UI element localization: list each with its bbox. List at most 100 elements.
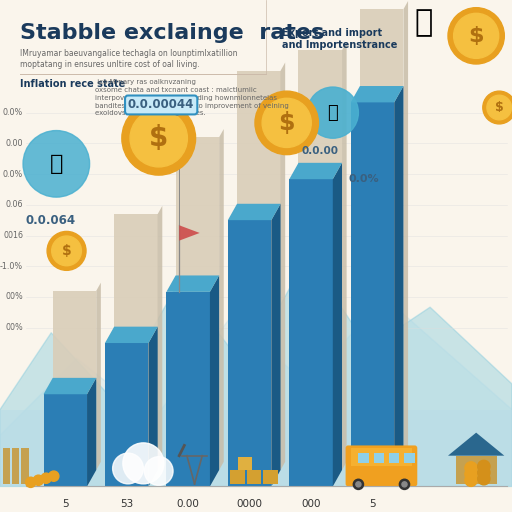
Text: $: $ [495,101,504,114]
Text: 0.00: 0.00 [6,139,23,148]
Bar [360,9,403,470]
Text: ico Mrnary ras oalknvzaning
oxsome chata and txcnant coast : malctlumiic
interpo: ico Mrnary ras oalknvzaning oxsome chata… [95,79,288,116]
Bar [404,453,415,463]
Polygon shape [448,433,504,456]
Circle shape [483,91,512,124]
Text: 🌍: 🌍 [328,103,338,122]
Circle shape [255,91,318,155]
Polygon shape [219,129,224,470]
Polygon shape [281,62,285,470]
Text: 0.0.00044: 0.0.00044 [128,98,195,112]
Circle shape [487,95,511,120]
Text: $: $ [149,124,168,152]
Polygon shape [148,327,158,486]
Circle shape [26,477,36,487]
Text: Inflation rece state: Inflation rece state [20,79,126,90]
Circle shape [262,98,311,147]
Bar [53,291,96,470]
Text: 53: 53 [120,499,133,509]
Bar [358,453,369,463]
Circle shape [353,479,364,489]
Text: 0.06: 0.06 [6,200,23,209]
Polygon shape [271,204,281,486]
Bar [289,179,333,486]
Circle shape [465,474,477,486]
Text: 0.0%: 0.0% [348,174,379,184]
Circle shape [41,473,51,483]
Circle shape [307,87,358,138]
Circle shape [478,473,490,485]
Circle shape [478,460,490,473]
Text: -1.0%: -1.0% [0,262,23,271]
Bar [374,453,384,463]
Circle shape [144,457,173,485]
Circle shape [448,8,504,64]
Polygon shape [456,456,497,484]
Bar [351,102,394,486]
Bar [247,470,261,484]
Text: 0.0.00: 0.0.00 [302,146,338,156]
Bar [389,453,399,463]
Bar [44,394,87,486]
Polygon shape [351,86,403,102]
Polygon shape [342,42,347,470]
Circle shape [356,482,361,487]
Bar [237,71,281,470]
Polygon shape [403,1,408,470]
Circle shape [130,110,187,167]
Bar [298,50,342,470]
Polygon shape [179,225,200,241]
Circle shape [399,479,410,489]
Text: 0000: 0000 [237,499,263,509]
Text: Export and import
and Importenstrance: Export and import and Importenstrance [282,28,397,50]
Polygon shape [105,327,158,343]
Text: 5: 5 [62,499,69,509]
Bar [351,448,412,466]
Circle shape [47,231,86,270]
Circle shape [465,462,477,474]
Text: 💡: 💡 [415,8,433,37]
Bar [0,410,512,486]
Bar [3,448,10,484]
Polygon shape [158,206,162,470]
Circle shape [52,236,81,266]
Bar [105,343,148,486]
Bar [0,0,512,179]
Polygon shape [96,283,101,470]
Text: 0.0%: 0.0% [3,108,23,117]
Text: 00%: 00% [5,292,23,302]
Text: 0.0.064: 0.0.064 [26,214,76,227]
Text: 0.00: 0.00 [177,499,200,509]
Polygon shape [333,163,342,486]
Polygon shape [44,378,96,394]
Text: 5: 5 [369,499,376,509]
Bar [114,214,158,470]
Polygon shape [166,275,219,292]
Bar [166,292,210,486]
Text: $: $ [279,111,295,135]
Polygon shape [394,86,403,486]
Polygon shape [210,275,219,486]
Text: 00%: 00% [5,323,23,332]
Text: 000: 000 [301,499,321,509]
Polygon shape [228,204,281,220]
Circle shape [454,13,499,58]
Circle shape [113,453,143,484]
Bar [228,220,271,486]
Text: $: $ [468,26,484,46]
Text: $: $ [61,244,72,258]
Bar [176,137,219,470]
Text: 0016: 0016 [3,231,23,240]
Circle shape [23,131,90,197]
Circle shape [122,101,196,175]
Polygon shape [289,163,342,179]
Bar [230,470,245,484]
Text: IMruyamar baeuvangalice techagla on Iounptimlxatillion
moptatang in ensures unlt: IMruyamar baeuvangalice techagla on Ioun… [20,49,238,70]
Circle shape [402,482,407,487]
Circle shape [49,471,59,481]
Text: 0.0%: 0.0% [3,169,23,179]
Circle shape [33,475,44,485]
Bar [263,470,278,484]
Circle shape [123,443,164,484]
Text: Stabble exclainge  rates: Stabble exclainge rates [20,23,325,43]
